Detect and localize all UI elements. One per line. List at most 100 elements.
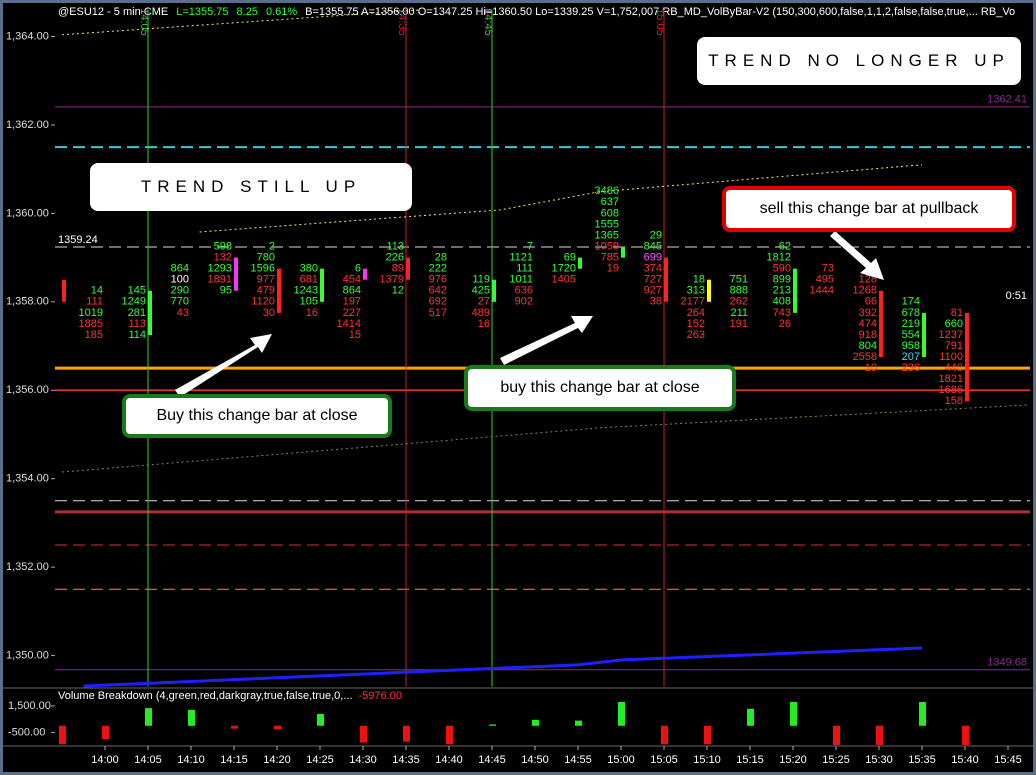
x-tick-label: 15:00 [607,754,635,766]
x-tick-label: 14:15 [220,754,248,766]
x-tick-label: 15:15 [736,754,764,766]
footprint-cell: 918 [859,329,877,341]
volume-bar [360,725,367,743]
footprint-cell: 699 [644,252,662,264]
x-tick-label: 14:40 [435,754,463,766]
level-label: 1349.68 [987,657,1027,669]
arrow [830,231,884,280]
footprint-cell: 408 [773,296,791,308]
volume-bar [876,725,883,745]
footprint-cell: 1444 [810,285,834,297]
volume-bar [489,724,496,726]
header: @ESU12 - 5 min CME L=1355.75 8.25 0.61% B=13… [58,6,1015,18]
time-line-label: 14:45 [482,8,494,36]
footprint-cell: 554 [902,329,920,341]
x-tick-label: 15:25 [822,754,850,766]
footprint-cell: 899 [773,274,791,286]
footprint-cell: 770 [171,296,189,308]
annotation: sell this change bar at pullback [722,186,1016,232]
footprint-cell: 380 [300,263,318,275]
x-tick-label: 15:20 [779,754,807,766]
footprint-cell: 888 [730,285,748,297]
footprint-cell: 191 [730,318,748,330]
price-bar [492,279,496,302]
volume-tick-label: 1,500.00 [8,700,51,712]
header-part: 8.25 [237,6,258,18]
footprint-cell: 19 [607,263,619,275]
x-tick-label: 14:30 [349,754,377,766]
footprint-cell: 114 [128,329,146,341]
footprint-cell: 111 [516,263,533,275]
annotation: buy this change bar at close [464,365,736,411]
footprint-cell: 1100 [939,351,963,363]
volume-bar [317,713,324,726]
x-tick-label: 15:30 [865,754,893,766]
price-bar [879,290,883,358]
footprint-cell: 28 [435,252,447,264]
x-tick-label: 14:55 [564,754,592,766]
footprint-cell: 636 [515,285,533,297]
footprint-cell: 2177 [681,296,705,308]
x-tick-label: 14:45 [478,754,506,766]
arrows [175,231,884,397]
x-tick-label: 15:40 [951,754,979,766]
volume-bar [833,725,840,745]
x-tick-label: 15:05 [650,754,678,766]
volume-bar [231,725,238,729]
footprint-cell: 440 [945,362,963,374]
footprint-cell: 1885 [79,318,103,330]
footprint-cell: 10 [865,362,877,374]
footprint-cell: 517 [429,307,447,319]
footprint-cell: 145 [128,285,146,297]
footprint-cell: 608 [601,207,619,219]
price-bar [277,268,281,313]
footprint-cell: 958 [902,340,920,352]
footprint-cell: 727 [644,274,662,286]
footprint-cell: 637 [601,196,619,208]
volume-title-text: Volume Breakdown (4,green,red,darkgray,t… [58,690,353,702]
footprint-cell: 902 [515,296,533,308]
footprint-cell: 197 [343,296,361,308]
x-tick-label: 14:20 [263,754,291,766]
price-bar [793,268,797,313]
volume-total: -5976.00 [359,690,402,702]
footprint-cell: 1365 [595,229,619,241]
footprint-cell: 751 [730,274,748,286]
price-bar [234,257,238,291]
footprint-cell: 95 [220,285,232,297]
footprint-cell: 81 [951,307,963,319]
header-part: L=1355.75 [176,6,228,18]
volume-bar [145,708,152,726]
annotation: TREND STILL UP [90,163,412,211]
footprint-cell: 454 [343,274,361,286]
volume-bar [102,725,109,740]
footprint-cell: 211 [730,307,748,319]
footprint-cell: 1596 [251,263,275,275]
volume-bar [661,725,668,745]
time-line-label: 14:35 [396,8,408,36]
footprint-cell: 1379 [380,274,404,286]
x-tick-label: 14:50 [521,754,549,766]
x-tick-label: 14:25 [306,754,334,766]
price-bar [965,312,969,402]
footprint-cell: 185 [85,329,103,341]
x-tick-label: 15:35 [908,754,936,766]
price-bar [406,257,410,280]
footprint-cell: 425 [472,285,490,297]
volume-bar [274,725,281,730]
footprint-cell: 1405 [552,274,576,286]
footprint-cell: 132 [214,252,232,264]
footprint-cell: 1891 [208,274,232,286]
footprint-cell: 73 [822,263,834,275]
footprint-cell: 1686 [939,384,963,396]
footprint-cell: 66 [865,296,877,308]
footprint-cell: 30 [263,307,275,319]
footprint-cell: 474 [859,318,877,330]
footprint-cell: 38 [650,296,662,308]
footprint-cell: 100 [171,274,189,286]
annotation: TREND NO LONGER UP [697,37,1021,85]
footprint-cell: 495 [816,274,834,286]
volume-bar [618,701,625,726]
footprint-cell: 174 [902,296,920,308]
